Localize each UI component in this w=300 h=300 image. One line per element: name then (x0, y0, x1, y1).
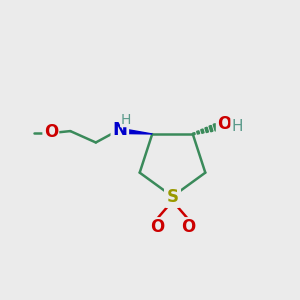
Text: O: O (44, 123, 58, 141)
Polygon shape (122, 129, 152, 134)
Text: H: H (231, 119, 243, 134)
Text: O: O (150, 218, 164, 236)
Polygon shape (213, 124, 217, 131)
Polygon shape (201, 129, 204, 134)
Polygon shape (193, 133, 195, 135)
Text: N: N (112, 121, 127, 139)
Polygon shape (205, 127, 208, 133)
Polygon shape (197, 131, 200, 134)
Polygon shape (209, 125, 213, 132)
Text: O: O (217, 115, 231, 133)
Polygon shape (217, 122, 222, 130)
Text: S: S (167, 188, 178, 206)
Text: H: H (121, 113, 131, 127)
Text: O: O (181, 218, 195, 236)
